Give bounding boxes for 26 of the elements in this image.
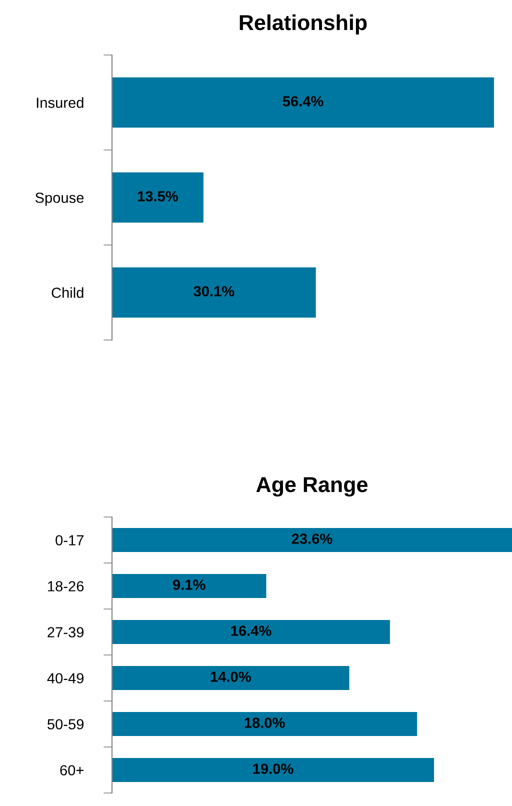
chart-title: Relationship bbox=[240, 14, 367, 34]
y-tick-label: 60+ bbox=[60, 765, 84, 776]
y-tick-label: 40-49 bbox=[47, 673, 84, 684]
bar bbox=[112, 528, 512, 552]
bar bbox=[112, 574, 266, 598]
data-label: 18.0% bbox=[244, 718, 285, 728]
y-tick-label: Insured bbox=[36, 97, 84, 108]
data-label: 19.0% bbox=[253, 764, 294, 774]
bar bbox=[112, 666, 350, 690]
y-tick-label: 27-39 bbox=[48, 627, 84, 638]
data-label: 16.4% bbox=[231, 626, 272, 636]
data-label: 56.4% bbox=[282, 96, 324, 106]
y-tick-label: 50-59 bbox=[48, 719, 84, 730]
bar bbox=[112, 620, 390, 644]
data-label: 14.0% bbox=[210, 672, 251, 682]
data-label: 30.1% bbox=[194, 286, 234, 296]
bar bbox=[112, 712, 418, 736]
y-tick-label: 0-17 bbox=[56, 535, 84, 546]
chart-title: Age Range bbox=[256, 477, 368, 497]
data-label: 9.1% bbox=[173, 580, 206, 590]
y-tick-label: 18-26 bbox=[48, 581, 84, 592]
y-tick-label: Spouse bbox=[35, 192, 84, 206]
bar bbox=[112, 758, 434, 782]
data-label: 23.6% bbox=[292, 534, 332, 544]
y-tick-label: Child bbox=[52, 287, 84, 298]
data-label: 13.5% bbox=[138, 191, 178, 202]
